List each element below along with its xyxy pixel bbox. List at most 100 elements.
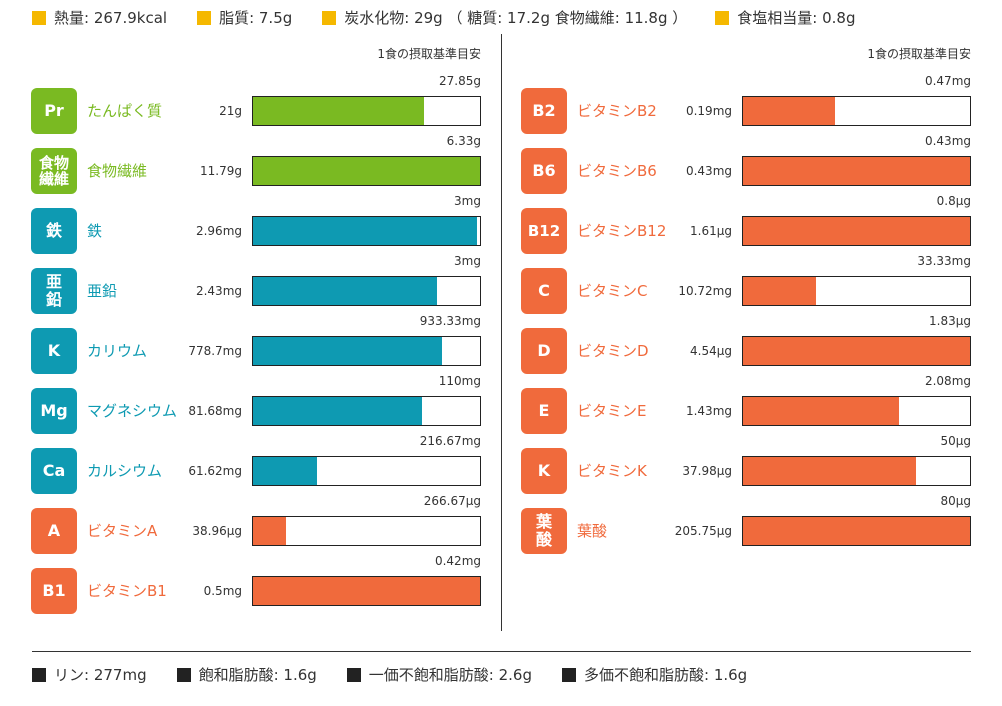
nutrient-name: ビタミンC <box>577 268 673 314</box>
intake-bar-fill <box>743 397 900 425</box>
nutrient-name: ビタミンB1 <box>87 568 183 614</box>
nutrient-amount: 0.19mg <box>685 104 732 118</box>
nutrient-row: Pr たんぱく質 21g 27.85g <box>31 74 481 134</box>
yellow-square-icon <box>715 10 730 25</box>
right-column-header: 1食の摂取基準目安 <box>867 47 971 61</box>
nutrient-badge-label: 鉄 <box>45 221 62 241</box>
nutrient-name-text: 食物繊維 <box>87 162 148 180</box>
intake-bar-fill <box>253 457 318 485</box>
intake-bar-fill <box>743 337 970 365</box>
intake-bar-fill <box>253 277 437 305</box>
nutrient-amount: 38.96µg <box>192 524 242 538</box>
intake-bar-fill <box>253 97 425 125</box>
summary-mono-fat: 一価不飽和脂肪酸: 2.6g <box>346 664 532 685</box>
nutrient-name-text: ビタミンB12 <box>577 222 667 240</box>
phosphorus-text: リン: 277mg <box>54 666 147 684</box>
summary-carbs: 炭水化物: 29g （ 糖質: 17.2g 食物繊維: 11.8g ） <box>322 7 687 28</box>
nutrient-name-text: ビタミンE <box>577 402 647 420</box>
nutrient-name-text: ビタミンB6 <box>577 162 657 180</box>
intake-bar <box>252 516 481 546</box>
nutrient-standard: 27.85g <box>439 74 481 88</box>
nutrient-name-text: ビタミンC <box>577 282 648 300</box>
nutrient-standard: 266.67µg <box>423 494 481 508</box>
nutrient-badge: K <box>31 328 77 374</box>
intake-bar <box>252 576 481 606</box>
salt-text: 食塩相当量: 0.8g <box>737 9 856 27</box>
nutrient-badge: D <box>521 328 567 374</box>
intake-bar-fill <box>253 397 422 425</box>
nutrient-amount: 778.7mg <box>188 344 242 358</box>
nutrient-standard: 110mg <box>438 374 481 388</box>
nutrient-row: 鉄 鉄 2.96mg 3mg <box>31 194 481 254</box>
nutrient-badge: 鉄 <box>31 208 77 254</box>
nutrient-badge-label: 葉酸 <box>535 512 552 549</box>
intake-bar-fill <box>253 337 443 365</box>
nutrient-amount: 81.68mg <box>188 404 242 418</box>
intake-bar-fill <box>743 97 835 125</box>
intake-bar-fill <box>253 157 480 185</box>
nutrient-badge: K <box>521 448 567 494</box>
nutrient-name: ビタミンB6 <box>577 148 673 194</box>
nutrient-badge-label: Mg <box>40 401 68 421</box>
fat-detail-summary: リン: 277mg 飽和脂肪酸: 1.6g 一価不飽和脂肪酸: 2.6g 多価不… <box>32 664 747 685</box>
nutrient-name-text: ビタミンB2 <box>577 102 657 120</box>
nutrient-row: 食物繊維 食物繊維 11.79g 6.33g <box>31 134 481 194</box>
nutrient-standard: 3mg <box>454 254 481 268</box>
intake-bar-fill <box>743 457 916 485</box>
nutrient-badge: 葉酸 <box>521 508 567 554</box>
intake-bar <box>252 276 481 306</box>
intake-bar-fill <box>253 217 478 245</box>
nutrient-badge: C <box>521 268 567 314</box>
nutrient-amount: 0.43mg <box>685 164 732 178</box>
fat-text: 脂質: 7.5g <box>219 9 293 27</box>
nutrient-badge-label: B12 <box>527 221 561 240</box>
nutrient-standard: 80µg <box>940 494 971 508</box>
nutrient-name: 食物繊維 <box>87 148 183 194</box>
nutrient-name-text: ビタミンB1 <box>87 582 167 600</box>
summary-energy: 熱量: 267.9kcal <box>32 7 167 28</box>
nutrient-standard: 33.33mg <box>917 254 971 268</box>
nutrient-name: ビタミンE <box>577 388 673 434</box>
nutrient-badge: 食物繊維 <box>31 148 77 194</box>
intake-bar <box>742 456 971 486</box>
yellow-square-icon <box>322 10 337 25</box>
nutrient-row: Mg マグネシウム 81.68mg 110mg <box>31 374 481 434</box>
nutrient-badge-label: B2 <box>532 101 556 121</box>
nutrient-badge-label: K <box>47 341 61 361</box>
nutrient-name: マグネシウム <box>87 388 183 434</box>
nutrient-badge-label: B1 <box>42 581 66 601</box>
nutrient-name-text: たんぱく質 <box>87 102 163 120</box>
nutrient-badge: A <box>31 508 77 554</box>
intake-bar-fill <box>743 277 817 305</box>
intake-bar <box>742 216 971 246</box>
nutrient-name-text: ビタミンK <box>577 462 647 480</box>
black-square-icon <box>562 667 576 682</box>
nutrient-name-text: 葉酸 <box>577 522 608 540</box>
summary-salt: 食塩相当量: 0.8g <box>715 7 855 28</box>
nutrient-name: たんぱく質 <box>87 88 183 134</box>
nutrient-row: B6 ビタミンB6 0.43mg 0.43mg <box>521 134 971 194</box>
intake-bar <box>252 156 481 186</box>
nutrient-name: 鉄 <box>87 208 183 254</box>
nutrient-name: ビタミンA <box>87 508 183 554</box>
nutrient-row: B12 ビタミンB12 1.61µg 0.8µg <box>521 194 971 254</box>
nutrient-name: ビタミンK <box>577 448 673 494</box>
nutrient-standard: 2.08mg <box>924 374 971 388</box>
nutrient-badge: 亜鉛 <box>31 268 77 314</box>
nutrient-badge: B1 <box>31 568 77 614</box>
bottom-divider <box>32 651 971 652</box>
nutrient-amount: 1.61µg <box>690 224 732 238</box>
nutrient-name: カルシウム <box>87 448 183 494</box>
nutrient-row: K ビタミンK 37.98µg 50µg <box>521 434 971 494</box>
nutrient-row: K カリウム 778.7mg 933.33mg <box>31 314 481 374</box>
nutrient-name: ビタミンD <box>577 328 673 374</box>
intake-bar <box>742 516 971 546</box>
intake-bar <box>252 96 481 126</box>
nutrient-amount: 1.43mg <box>685 404 732 418</box>
nutrient-badge-label: D <box>537 341 551 361</box>
nutrient-row: 葉酸 葉酸 205.75µg 80µg <box>521 494 971 554</box>
nutrient-name: ビタミンB12 <box>577 208 673 254</box>
intake-bar-fill <box>253 577 480 605</box>
black-square-icon <box>176 667 191 682</box>
poly-fat-text: 多価不飽和脂肪酸: 1.6g <box>584 666 748 684</box>
